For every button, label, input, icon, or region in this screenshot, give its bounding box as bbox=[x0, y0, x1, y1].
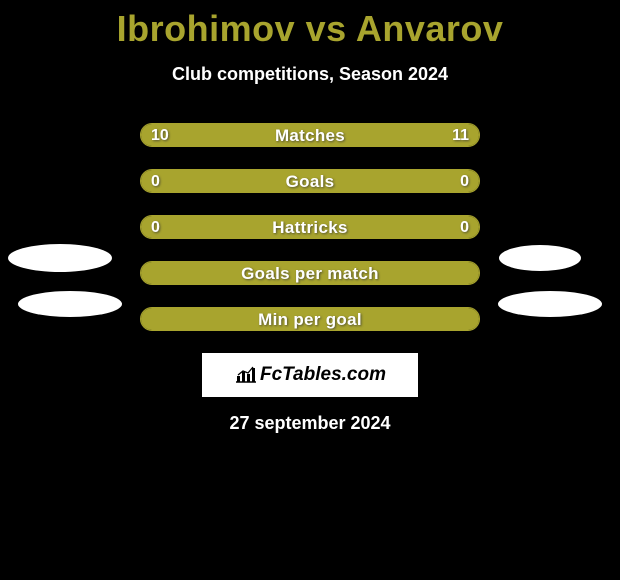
stat-row: Matches10 11 bbox=[0, 123, 620, 149]
logo-box: FcTables.com bbox=[202, 353, 418, 397]
stat-value-right: 11 bbox=[452, 124, 469, 146]
stat-label: Hattricks bbox=[141, 216, 479, 238]
stat-label: Goals per match bbox=[141, 262, 479, 284]
stat-bar: Min per goal bbox=[140, 307, 480, 331]
stat-value-left: 0 bbox=[151, 170, 160, 192]
date-label: 27 september 2024 bbox=[0, 413, 620, 434]
stat-label: Matches bbox=[141, 124, 479, 146]
stat-bar: Matches10 11 bbox=[140, 123, 480, 147]
stat-row: Goals0 0 bbox=[0, 169, 620, 195]
stat-label: Goals bbox=[141, 170, 479, 192]
stat-bar: Goals per match bbox=[140, 261, 480, 285]
player-silhouette bbox=[18, 291, 122, 317]
page-title: Ibrohimov vs Anvarov bbox=[0, 0, 620, 50]
stat-bar: Goals0 0 bbox=[140, 169, 480, 193]
player-silhouette bbox=[498, 291, 602, 317]
stat-row: Hattricks0 0 bbox=[0, 215, 620, 241]
stat-value-right: 0 bbox=[460, 216, 469, 238]
fctables-logo: FcTables.com bbox=[234, 364, 386, 386]
player-silhouette bbox=[499, 245, 581, 271]
logo-label: FcTables.com bbox=[260, 364, 386, 386]
stat-value-left: 0 bbox=[151, 216, 160, 238]
bars-icon bbox=[234, 366, 256, 384]
stat-bar: Hattricks0 0 bbox=[140, 215, 480, 239]
stat-value-left: 10 bbox=[151, 124, 169, 146]
player-silhouette bbox=[8, 244, 112, 272]
page-subtitle: Club competitions, Season 2024 bbox=[0, 64, 620, 85]
stat-label: Min per goal bbox=[141, 308, 479, 330]
stat-value-right: 0 bbox=[460, 170, 469, 192]
